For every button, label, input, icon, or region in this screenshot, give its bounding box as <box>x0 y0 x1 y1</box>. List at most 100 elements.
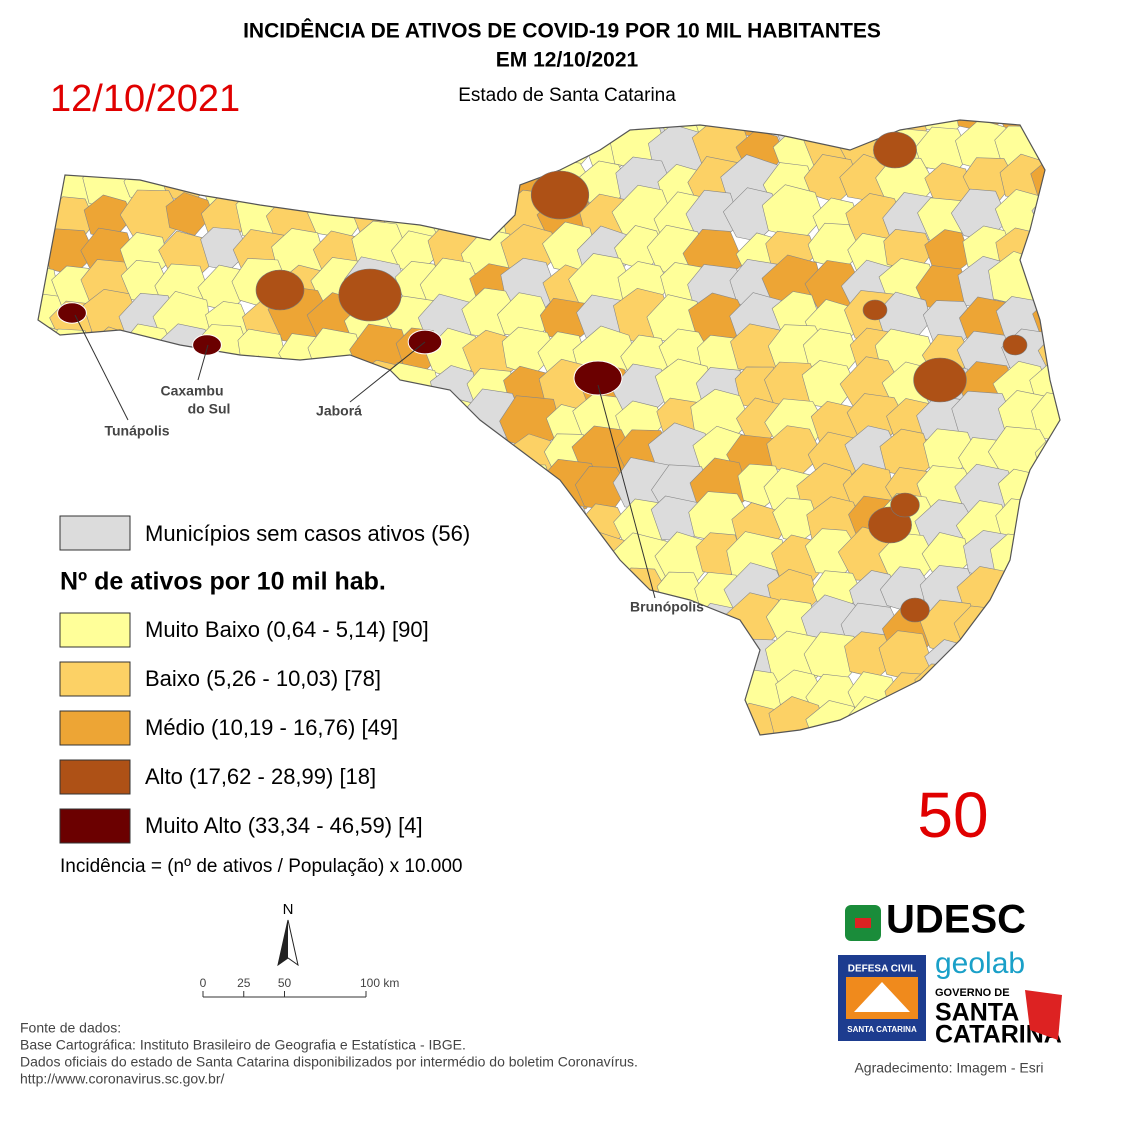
scale-label: 0 <box>200 976 207 990</box>
municipality <box>994 603 1054 657</box>
municipality <box>918 120 970 135</box>
municipality <box>689 705 739 735</box>
municipality <box>659 705 712 735</box>
gov-text: GOVERNO DE <box>935 987 1010 999</box>
municipality <box>579 664 638 715</box>
municipality <box>423 157 483 209</box>
municipality <box>694 666 753 721</box>
municipality <box>536 560 594 613</box>
municipality <box>162 131 215 177</box>
municipality <box>347 463 408 518</box>
municipality <box>913 357 967 403</box>
municipality <box>497 568 551 614</box>
legend-swatch <box>59 661 131 697</box>
municipality <box>1031 184 1060 243</box>
municipality <box>351 121 412 171</box>
place-label: Brunópolis <box>630 599 704 615</box>
municipality <box>1036 232 1060 278</box>
legend-swatch <box>59 759 131 795</box>
municipality <box>50 428 101 473</box>
municipality <box>576 638 626 683</box>
municipality <box>38 674 60 717</box>
municipality <box>580 707 632 735</box>
municipality <box>38 601 65 654</box>
municipality <box>576 566 629 612</box>
municipality <box>353 156 407 203</box>
municipality <box>389 435 438 481</box>
municipality <box>463 669 513 714</box>
municipality <box>191 462 254 518</box>
logos: UDESC geolab DEFESA CIVIL SANTA CATARINA… <box>838 898 1062 1049</box>
municipality <box>318 161 371 207</box>
municipality <box>900 597 930 623</box>
municipality <box>267 462 325 514</box>
municipality <box>427 672 480 720</box>
municipality <box>914 663 974 717</box>
defesa-text: SANTA CATARINA <box>847 1025 917 1034</box>
municipality <box>424 694 487 735</box>
municipality <box>316 120 367 140</box>
municipality <box>617 670 676 722</box>
municipality <box>269 120 334 146</box>
north-arrow <box>278 920 288 965</box>
defesa-text: DEFESA CIVIL <box>848 964 917 975</box>
municipality <box>384 666 449 720</box>
hotspots <box>57 131 1028 623</box>
municipality <box>575 600 636 651</box>
municipality <box>79 466 138 520</box>
municipality <box>500 637 555 688</box>
municipality <box>234 395 296 451</box>
municipality <box>38 497 68 547</box>
municipality <box>38 120 58 144</box>
leaders <box>74 314 656 599</box>
municipality <box>38 457 69 509</box>
municipality <box>458 158 517 208</box>
municipality <box>530 170 590 220</box>
municipality <box>279 165 326 208</box>
municipality <box>387 124 453 180</box>
municipality <box>43 328 97 375</box>
legend-label: Baixo (5,26 - 10,03) [78] <box>145 666 381 691</box>
municipality <box>387 467 437 511</box>
legend-swatch <box>59 515 131 551</box>
municipality <box>1034 531 1060 578</box>
municipality <box>497 667 559 722</box>
title: EM 12/10/2021 <box>496 49 639 72</box>
municipality <box>157 466 220 519</box>
municipality <box>38 395 60 441</box>
municipality <box>952 697 1013 735</box>
municipality <box>41 364 94 413</box>
municipality <box>311 120 375 175</box>
municipality <box>115 124 180 178</box>
defesa-logo <box>854 982 910 1012</box>
municipality <box>424 629 481 680</box>
municipality <box>386 567 439 613</box>
municipality <box>494 126 555 178</box>
municipality <box>993 663 1051 715</box>
municipality <box>233 120 292 143</box>
municipality <box>428 563 485 614</box>
badge: 50 <box>917 779 988 851</box>
source-line: Base Cartográfica: Instituto Brasileiro … <box>20 1037 466 1053</box>
municipality <box>456 628 521 686</box>
scale-label: 25 <box>237 976 251 990</box>
municipality <box>1033 496 1060 550</box>
municipality <box>38 361 67 412</box>
municipality <box>498 502 557 552</box>
geolab-logo: geolab <box>935 947 1025 980</box>
municipality <box>44 396 94 441</box>
municipality <box>466 537 520 583</box>
municipality <box>1029 258 1060 316</box>
municipality <box>1027 661 1060 719</box>
legend: Municípios sem casos ativos (56) Nº de at… <box>59 515 470 844</box>
gov-text: SANTA <box>935 999 1019 1027</box>
municipality <box>1029 631 1060 691</box>
municipality <box>539 123 592 169</box>
subtitle: Estado de Santa Catarina <box>458 85 676 106</box>
municipality <box>541 502 594 550</box>
municipality <box>165 192 214 236</box>
legend-label: Municípios sem casos ativos (56) <box>145 521 470 546</box>
legend-label: Muito Alto (33,34 - 46,59) [4] <box>145 813 423 838</box>
municipality <box>694 629 750 677</box>
